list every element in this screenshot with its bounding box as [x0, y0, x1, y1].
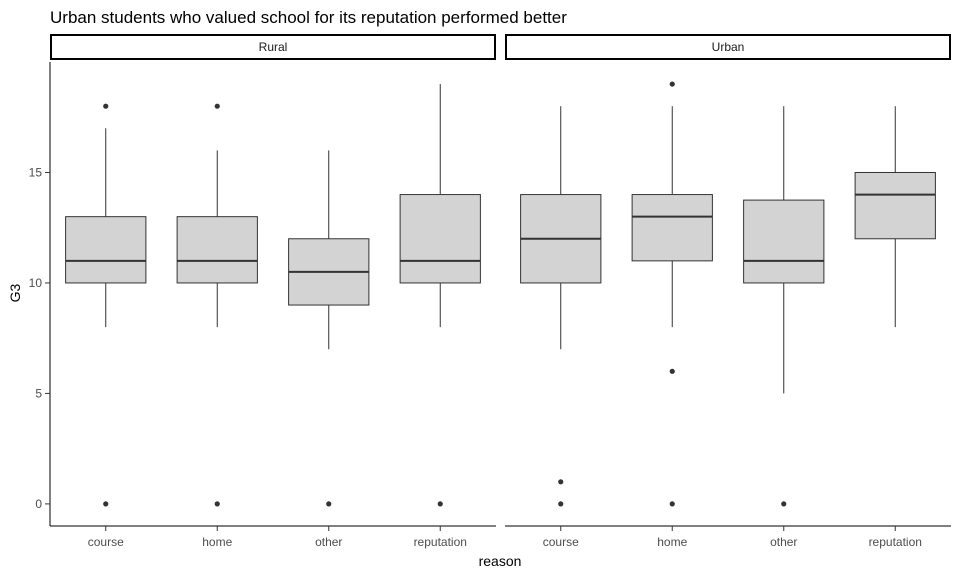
- strip-header: [505, 34, 951, 60]
- chart-title: Urban students who valued school for its…: [50, 8, 567, 27]
- outlier-point: [669, 81, 675, 87]
- box-course: [65, 103, 147, 507]
- y-axis-title: G3: [7, 283, 23, 302]
- strip-header: [50, 34, 496, 60]
- outlier-point: [669, 501, 675, 507]
- iqr-box: [854, 171, 936, 240]
- y-tick-label: 10: [29, 276, 43, 290]
- x-tick-label: reputation: [869, 535, 922, 549]
- y-axis: 0 5 10 15: [29, 165, 50, 511]
- chart-panels: Rural course home other reputation Urban cours…: [49, 34, 951, 549]
- box-other: [288, 150, 370, 507]
- box-reputation: [399, 84, 481, 507]
- x-tick-label: course: [543, 535, 579, 549]
- x-tick-label: course: [88, 535, 124, 549]
- outlier-point: [103, 501, 109, 507]
- box-reputation: [854, 106, 936, 328]
- outlier-point: [558, 479, 564, 485]
- outlier-point: [669, 368, 675, 374]
- iqr-box: [399, 194, 481, 284]
- outlier-point: [781, 501, 787, 507]
- outlier-point: [214, 103, 220, 109]
- outlier-point: [326, 501, 332, 507]
- iqr-box: [631, 194, 713, 262]
- outlier-point: [558, 501, 564, 507]
- box-course: [520, 106, 602, 507]
- x-axis-title: reason: [479, 553, 522, 569]
- y-tick-label: 5: [35, 386, 42, 400]
- x-tick-label: home: [657, 535, 687, 549]
- y-tick-label: 15: [29, 165, 43, 179]
- outlier-point: [214, 501, 220, 507]
- panel-rural: Rural course home other reputation: [49, 34, 496, 549]
- x-tick-label: reputation: [414, 535, 467, 549]
- y-tick-label: 0: [35, 497, 42, 511]
- x-tick-label: other: [315, 535, 342, 549]
- outlier-point: [437, 501, 443, 507]
- panel-urban: Urban course home other reputation: [505, 34, 951, 549]
- strip-label: Urban: [712, 40, 745, 54]
- iqr-box: [65, 216, 147, 284]
- outlier-point: [103, 103, 109, 109]
- x-tick-label: home: [202, 535, 232, 549]
- box-home: [176, 103, 258, 507]
- x-tick-label: other: [770, 535, 797, 549]
- iqr-box: [176, 216, 258, 284]
- box-home: [631, 81, 713, 507]
- box-other: [743, 106, 825, 507]
- iqr-box: [743, 199, 825, 284]
- strip-label: Rural: [259, 40, 288, 54]
